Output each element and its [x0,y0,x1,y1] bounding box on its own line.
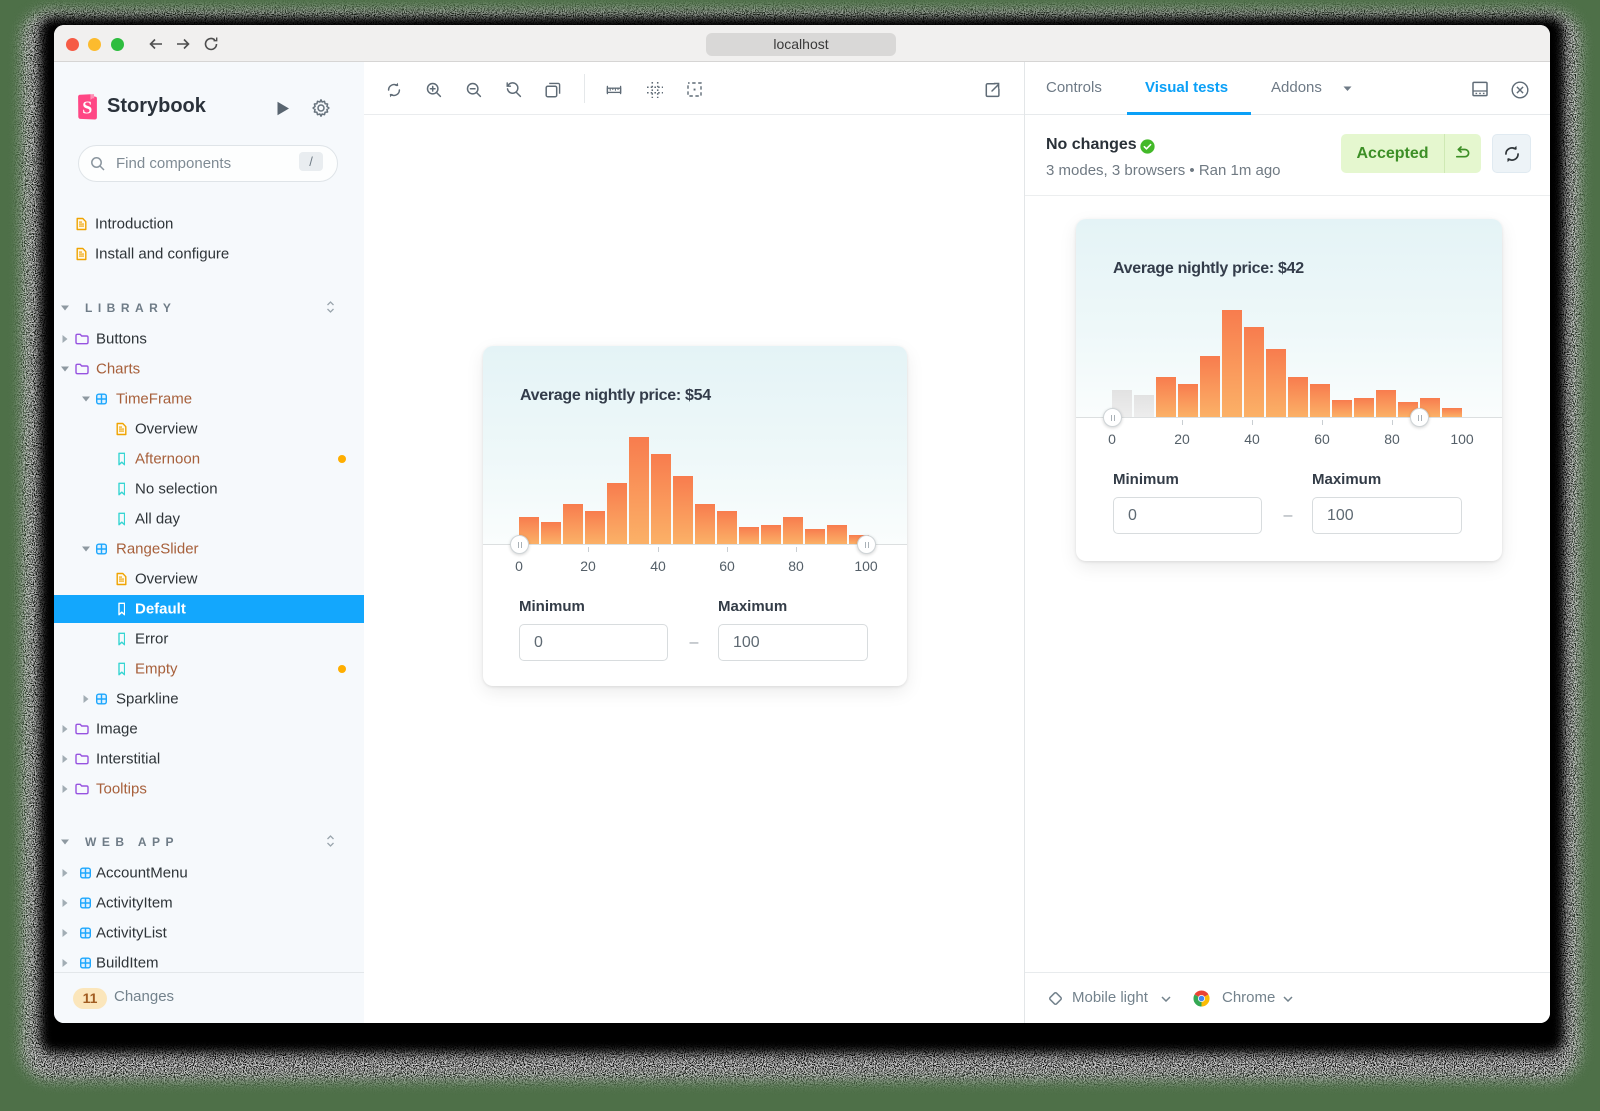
svg-text:S: S [82,98,92,118]
